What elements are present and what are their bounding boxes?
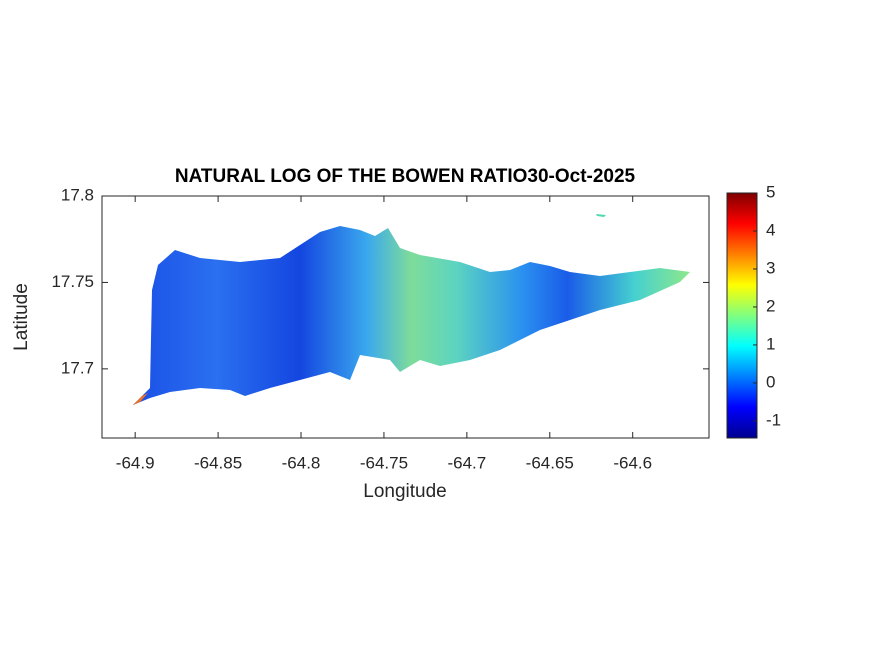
- y-tick-label: 17.8: [61, 185, 94, 204]
- colorbar-tick-label: 4: [766, 220, 775, 239]
- colorbar-tick-label: 0: [766, 372, 775, 391]
- colorbar-tick-label: 5: [766, 182, 775, 201]
- islet: [596, 214, 606, 217]
- x-tick-label: -64.7: [447, 453, 486, 472]
- x-tick-label: -64.85: [194, 453, 242, 472]
- colorbar-tick-label: 1: [766, 334, 775, 353]
- x-tick-label: -64.8: [282, 453, 321, 472]
- y-axis-label: Latitude: [11, 283, 32, 351]
- x-tick-label: -64.65: [526, 453, 574, 472]
- y-tick-label: 17.7: [61, 358, 94, 377]
- y-tick-label: 17.75: [51, 272, 94, 291]
- x-axis-label: Longitude: [363, 481, 446, 502]
- colorbar-tick-label: 3: [766, 258, 775, 277]
- x-tick-label: -64.75: [360, 453, 408, 472]
- colorbar: [726, 192, 758, 439]
- island-tip: [133, 393, 148, 405]
- x-tick-label: -64.9: [116, 453, 155, 472]
- colorbar-tick-label: -1: [766, 410, 781, 429]
- x-tick-label: -64.6: [613, 453, 652, 472]
- chart-title: NATURAL LOG OF THE BOWEN RATIO30-Oct-202…: [175, 166, 636, 187]
- colorbar-tick-label: 2: [766, 296, 775, 315]
- island: [133, 226, 690, 405]
